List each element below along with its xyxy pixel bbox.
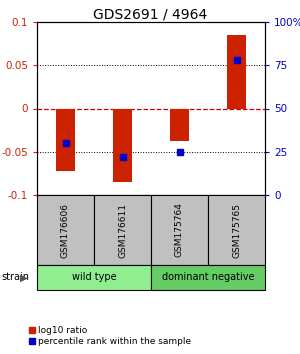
Text: GDS2691 / 4964: GDS2691 / 4964 — [93, 8, 207, 22]
Legend: log10 ratio, percentile rank within the sample: log10 ratio, percentile rank within the … — [28, 326, 192, 346]
Text: GSM175764: GSM175764 — [175, 202, 184, 257]
Bar — [169, 108, 190, 141]
Text: strain: strain — [2, 273, 29, 282]
Text: dominant negative: dominant negative — [162, 273, 254, 282]
Text: GSM176606: GSM176606 — [61, 202, 70, 257]
Text: wild type: wild type — [72, 273, 116, 282]
Bar — [56, 108, 76, 171]
Bar — [112, 108, 133, 182]
Text: GSM176611: GSM176611 — [118, 202, 127, 257]
Bar — [226, 35, 247, 108]
Text: GSM175765: GSM175765 — [232, 202, 241, 257]
Text: ▶: ▶ — [20, 273, 28, 282]
